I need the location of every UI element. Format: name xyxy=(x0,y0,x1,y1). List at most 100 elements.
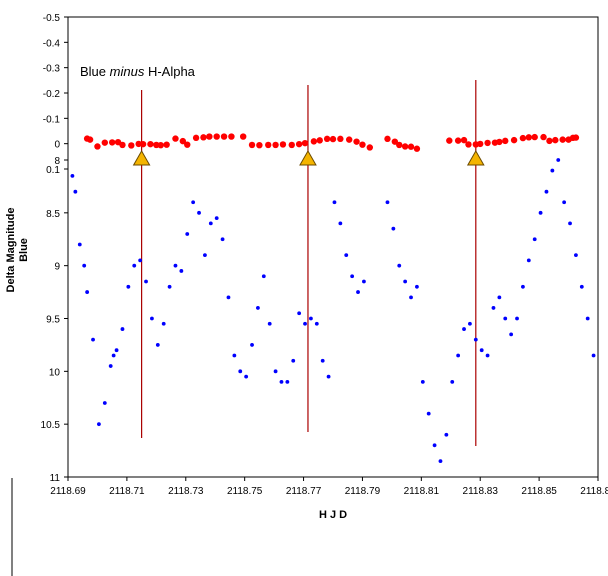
blue-point xyxy=(250,343,254,347)
data-points xyxy=(70,133,596,464)
blue-point xyxy=(114,348,119,353)
x-tick-label: 2118.79 xyxy=(345,486,381,497)
diff-point xyxy=(206,133,213,140)
blue-point xyxy=(320,358,325,363)
x-tick-label: 2118.77 xyxy=(286,486,322,497)
diff-point xyxy=(101,139,109,146)
blue-point xyxy=(473,337,478,342)
diff-point xyxy=(163,141,170,148)
blue-point xyxy=(485,353,490,358)
diff-point xyxy=(239,133,247,140)
diff-point xyxy=(310,138,318,145)
diff-point xyxy=(510,136,518,144)
diff-point xyxy=(540,133,547,141)
diff-point xyxy=(157,141,164,149)
diff-point xyxy=(86,136,94,143)
blue-point xyxy=(267,321,272,326)
blue-point xyxy=(526,258,531,263)
blue-point xyxy=(273,369,278,374)
diff-point xyxy=(248,141,256,149)
blue-point xyxy=(574,253,578,257)
diff-point xyxy=(179,137,187,145)
diff-point xyxy=(519,134,527,142)
blue-point xyxy=(326,374,331,379)
x-tick-label: 2118.73 xyxy=(168,486,204,497)
blue-point xyxy=(550,168,555,173)
blue-point xyxy=(208,221,213,226)
blue-point xyxy=(426,411,431,416)
blue-point xyxy=(167,284,172,289)
blue-point xyxy=(238,369,243,374)
blue-point xyxy=(108,364,113,368)
blue-point xyxy=(197,210,201,215)
diff-point xyxy=(401,143,409,150)
blue-point xyxy=(214,216,219,221)
diff-point xyxy=(465,141,472,148)
blue-point xyxy=(515,316,519,321)
diff-point xyxy=(316,137,323,144)
x-ticks: 2118.69 2118.71 2118.73 2118.75 2118.77 2118.… xyxy=(50,477,608,497)
blue-point xyxy=(397,263,402,268)
blue-point xyxy=(344,253,349,257)
x-tick-label: 2118.87 xyxy=(580,486,608,497)
blue-point xyxy=(102,401,107,405)
blue-point xyxy=(556,158,561,162)
blue-point xyxy=(85,290,90,294)
x-tick-label: 2118.85 xyxy=(521,486,557,497)
lower-y-tick-label: 9 xyxy=(54,262,60,273)
blue-point xyxy=(179,269,184,273)
diff-point xyxy=(192,134,200,142)
diff-point xyxy=(546,137,553,145)
blue-point xyxy=(491,306,496,310)
blue-point xyxy=(285,380,290,384)
diff-point xyxy=(213,133,220,140)
blue-point xyxy=(303,321,307,326)
diff-point xyxy=(220,133,228,140)
blue-point xyxy=(438,459,443,464)
blue-point xyxy=(70,173,75,178)
blue-point xyxy=(521,284,525,289)
diff-point xyxy=(559,136,566,143)
upper-y-tick-label: -0.2 xyxy=(43,89,61,100)
blue-point xyxy=(185,232,190,236)
blue-point xyxy=(256,306,260,310)
diff-point xyxy=(359,141,366,148)
diff-point xyxy=(353,138,360,145)
blue-point xyxy=(385,200,390,205)
diff-point xyxy=(139,140,147,148)
blue-point xyxy=(591,353,596,358)
blue-point xyxy=(132,263,137,268)
blue-point xyxy=(538,210,543,215)
y-axis-label: Delta Magnitude Blue xyxy=(5,208,30,293)
blue-point xyxy=(444,432,449,437)
blue-point xyxy=(203,253,207,257)
blue-point xyxy=(562,200,567,205)
diff-point xyxy=(396,141,403,149)
blue-point xyxy=(568,221,572,226)
y-axis-label-line1: Delta Magnitude xyxy=(5,208,17,293)
blue-point xyxy=(544,189,549,194)
blue-point xyxy=(138,258,143,263)
diff-point xyxy=(323,135,331,143)
blue-point xyxy=(279,380,284,384)
lower-y-tick-label: 11 xyxy=(50,473,61,484)
blue-point xyxy=(111,353,116,358)
diff-point xyxy=(279,141,287,148)
diff-point xyxy=(502,137,509,145)
blue-point xyxy=(309,316,313,321)
blue-point xyxy=(126,284,131,289)
diff-point xyxy=(413,145,421,152)
blue-point xyxy=(415,284,419,289)
blue-point xyxy=(97,422,101,427)
blue-point xyxy=(468,321,472,326)
blue-point xyxy=(261,274,266,279)
diff-point xyxy=(256,141,263,149)
x-tick-label: 2118.69 xyxy=(50,486,86,497)
diff-point xyxy=(329,135,337,143)
lower-y-ticks: 8 8.5 9 9.5 10 10.5 11 xyxy=(41,156,68,484)
blue-point xyxy=(120,327,125,331)
blue-point xyxy=(244,374,249,379)
y-axis-label-line2: Blue xyxy=(18,238,30,262)
blue-point xyxy=(585,316,590,321)
upper-y-tick-label: -0.5 xyxy=(43,13,61,24)
